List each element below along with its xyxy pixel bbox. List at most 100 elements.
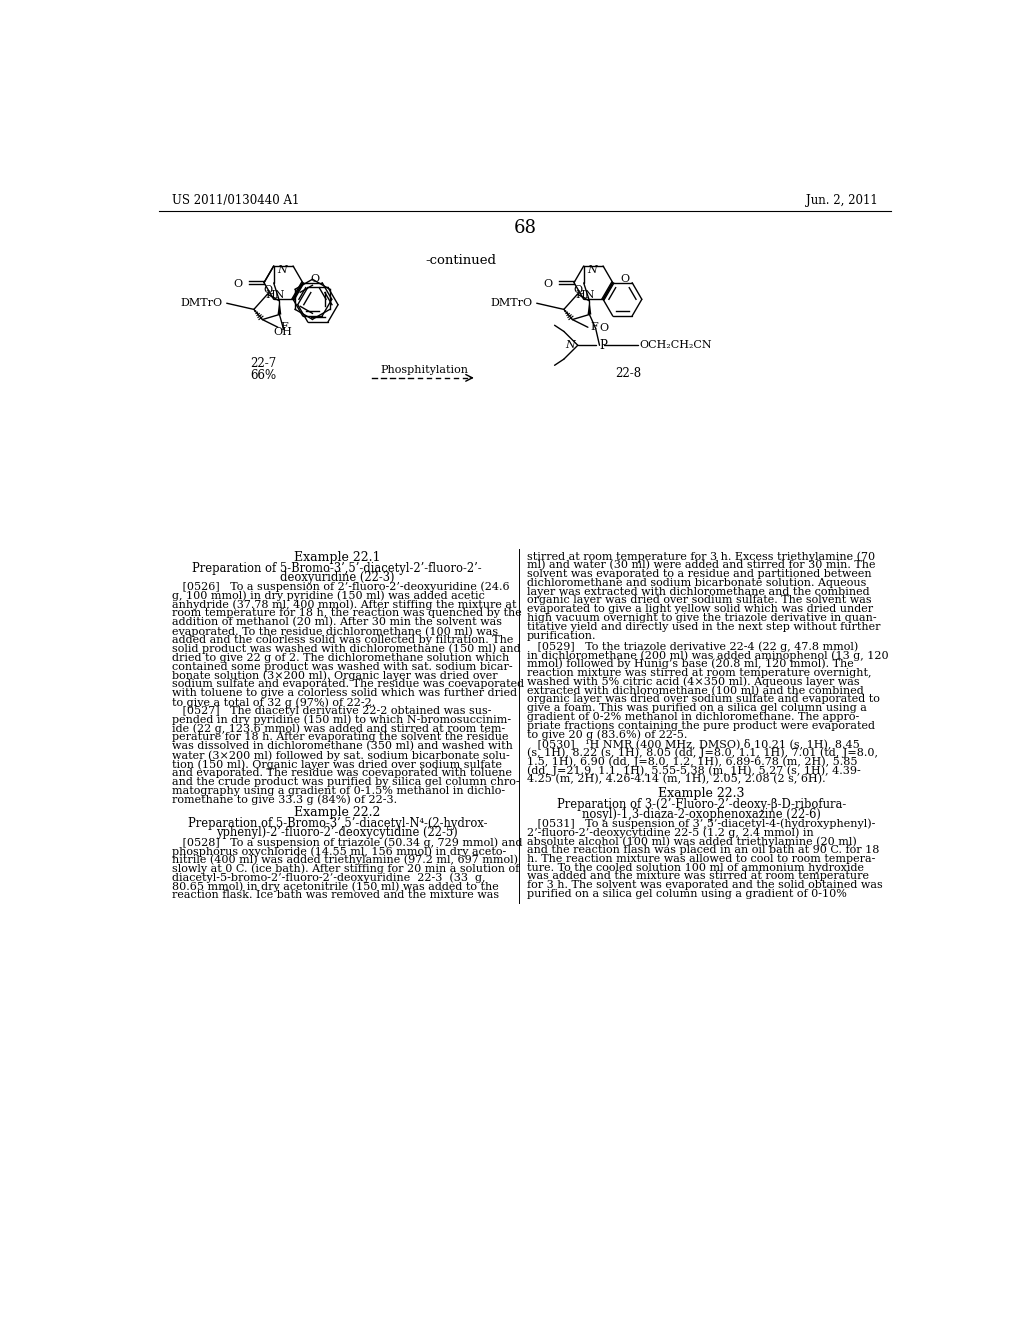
Text: O: O bbox=[263, 285, 272, 296]
Text: in dichloromethane (200 ml) was added aminophenol (13 g, 120: in dichloromethane (200 ml) was added am… bbox=[527, 649, 889, 660]
Text: organic layer was dried over sodium sulfate. The solvent was: organic layer was dried over sodium sulf… bbox=[527, 595, 871, 606]
Text: 4.25 (m, 2H), 4.26-4.14 (m, 1H), 2.05, 2.08 (2 s, 6H).: 4.25 (m, 2H), 4.26-4.14 (m, 1H), 2.05, 2… bbox=[527, 774, 825, 784]
Text: O: O bbox=[621, 273, 630, 284]
Text: Example 22.1: Example 22.1 bbox=[294, 552, 381, 564]
Text: diacetyl-5-bromo-2’-fluoro-2’-deoxyuridine  22-3  (33  g,: diacetyl-5-bromo-2’-fluoro-2’-deoxyuridi… bbox=[172, 873, 485, 883]
Text: room temperature for 18 h, the reaction was quenched by the: room temperature for 18 h, the reaction … bbox=[172, 609, 522, 619]
Text: [0526]   To a suspension of 2’-fluoro-2’-deoxyuridine (24.6: [0526] To a suspension of 2’-fluoro-2’-d… bbox=[172, 582, 510, 593]
Text: washed with 5% citric acid (4×350 ml). Aqueous layer was: washed with 5% citric acid (4×350 ml). A… bbox=[527, 677, 860, 688]
Text: dichloromethane and sodium bicarbonate solution. Aqueous: dichloromethane and sodium bicarbonate s… bbox=[527, 578, 866, 587]
Text: OCH₂CH₂CN: OCH₂CH₂CN bbox=[640, 341, 713, 350]
Text: perature for 18 h. After evaporating the solvent the residue: perature for 18 h. After evaporating the… bbox=[172, 733, 509, 742]
Text: reaction mixture was stirred at room temperature overnight,: reaction mixture was stirred at room tem… bbox=[527, 668, 871, 677]
Text: g, 100 mmol) in dry pyridine (150 ml) was added acetic: g, 100 mmol) in dry pyridine (150 ml) wa… bbox=[172, 591, 485, 602]
Text: HN: HN bbox=[575, 290, 595, 301]
Text: [0530]   ¹H NMR (400 MHz, DMSO) δ 10.21 (s, 1H), 8.45: [0530] ¹H NMR (400 MHz, DMSO) δ 10.21 (s… bbox=[527, 739, 860, 750]
Text: slowly at 0 C. (ice bath). After stiffing for 20 min a solution of: slowly at 0 C. (ice bath). After stiffin… bbox=[172, 863, 519, 874]
Text: 2’-fluoro-2’-deoxycytidine 22-5 (1.2 g, 2.4 mmol) in: 2’-fluoro-2’-deoxycytidine 22-5 (1.2 g, … bbox=[527, 828, 814, 838]
Text: phosphorus oxychloride (14.55 ml, 156 mmol) in dry aceto-: phosphorus oxychloride (14.55 ml, 156 mm… bbox=[172, 846, 507, 857]
Text: was added and the mixture was stirred at room temperature: was added and the mixture was stirred at… bbox=[527, 871, 869, 882]
Text: O: O bbox=[599, 323, 608, 334]
Text: for 3 h. The solvent was evaporated and the solid obtained was: for 3 h. The solvent was evaporated and … bbox=[527, 880, 883, 890]
Text: [0529]   To the triazole derivative 22-4 (22 g, 47.8 mmol): [0529] To the triazole derivative 22-4 (… bbox=[527, 642, 858, 652]
Text: purification.: purification. bbox=[527, 631, 597, 640]
Text: bonate solution (3×200 ml). Organic layer was dried over: bonate solution (3×200 ml). Organic laye… bbox=[172, 671, 498, 681]
Text: 22-7: 22-7 bbox=[251, 358, 276, 370]
Text: Phosphitylation: Phosphitylation bbox=[380, 366, 468, 375]
Text: extracted with dichloromethane (100 ml) and the combined: extracted with dichloromethane (100 ml) … bbox=[527, 685, 864, 696]
Text: ml) and water (30 ml) were added and stirred for 30 min. The: ml) and water (30 ml) were added and sti… bbox=[527, 560, 876, 570]
Text: was dissolved in dichloromethane (350 ml) and washed with: was dissolved in dichloromethane (350 ml… bbox=[172, 742, 513, 751]
Text: h. The reaction mixture was allowed to cool to room tempera-: h. The reaction mixture was allowed to c… bbox=[527, 854, 876, 863]
Text: N: N bbox=[278, 265, 288, 275]
Text: F: F bbox=[281, 322, 288, 333]
Text: F: F bbox=[590, 322, 598, 333]
Text: [0527]   The diacetyl derivative 22-2 obtained was sus-: [0527] The diacetyl derivative 22-2 obta… bbox=[172, 706, 492, 715]
Text: priate fractions containing the pure product were evaporated: priate fractions containing the pure pro… bbox=[527, 721, 876, 731]
Text: N: N bbox=[588, 265, 597, 275]
Text: N: N bbox=[565, 341, 574, 350]
Text: absolute alcohol (100 ml) was added triethylamine (20 ml): absolute alcohol (100 ml) was added trie… bbox=[527, 836, 857, 846]
Text: [0531]   To a suspension of 3’,5’-diacetyl-4-(hydroxyphenyl)-: [0531] To a suspension of 3’,5’-diacetyl… bbox=[527, 818, 876, 829]
Text: high vacuum overnight to give the triazole derivative in quan-: high vacuum overnight to give the triazo… bbox=[527, 612, 877, 623]
Text: layer was extracted with dichloromethane and the combined: layer was extracted with dichloromethane… bbox=[527, 586, 869, 597]
Text: Preparation of 3-(2’-Fluoro-2’-deoxy-β-D-ribofura-: Preparation of 3-(2’-Fluoro-2’-deoxy-β-D… bbox=[557, 799, 846, 812]
Text: organic layer was dried over sodium sulfate and evaporated to: organic layer was dried over sodium sulf… bbox=[527, 694, 880, 705]
Text: nitrile (400 ml) was added triethylamine (97.2 ml, 697 mmol): nitrile (400 ml) was added triethylamine… bbox=[172, 855, 518, 866]
Polygon shape bbox=[588, 301, 592, 314]
Text: and the reaction flash was placed in an oil bath at 90 C. for 18: and the reaction flash was placed in an … bbox=[527, 845, 880, 855]
Text: gradient of 0-2% methanol in dichloromethane. The appro-: gradient of 0-2% methanol in dichloromet… bbox=[527, 711, 859, 722]
Text: nosyl)-1,3-diaza-2-oxophenoxazine (22-6): nosyl)-1,3-diaza-2-oxophenoxazine (22-6) bbox=[582, 808, 821, 821]
Text: Preparation of 5-Bromo-3’,5’-diacetyl-N⁴-(2-hydrox-: Preparation of 5-Bromo-3’,5’-diacetyl-N⁴… bbox=[187, 817, 487, 830]
Text: tion (150 ml). Organic layer was dried over sodium sulfate: tion (150 ml). Organic layer was dried o… bbox=[172, 759, 502, 770]
Text: give a foam. This was purified on a silica gel column using a: give a foam. This was purified on a sili… bbox=[527, 704, 867, 713]
Text: addition of methanol (20 ml). After 30 min the solvent was: addition of methanol (20 ml). After 30 m… bbox=[172, 618, 502, 627]
Text: deoxyuridine (22-3): deoxyuridine (22-3) bbox=[280, 572, 394, 585]
Text: solvent was evaporated to a residue and partitioned between: solvent was evaporated to a residue and … bbox=[527, 569, 871, 578]
Text: O: O bbox=[233, 279, 243, 289]
Text: purified on a silica gel column using a gradient of 0-10%: purified on a silica gel column using a … bbox=[527, 890, 847, 899]
Text: DMTrO: DMTrO bbox=[490, 298, 532, 309]
Text: romethane to give 33.3 g (84%) of 22-3.: romethane to give 33.3 g (84%) of 22-3. bbox=[172, 795, 397, 805]
Text: added and the colorless solid was collected by filtration. The: added and the colorless solid was collec… bbox=[172, 635, 514, 645]
Text: [0528]   To a suspension of triazole (50.34 g, 729 mmol) and: [0528] To a suspension of triazole (50.3… bbox=[172, 837, 522, 847]
Text: 1.5, 1H), 6.90 (dd, J=8.0, 1.2, 1H), 6.89-6.78 (m, 2H), 5.85: 1.5, 1H), 6.90 (dd, J=8.0, 1.2, 1H), 6.8… bbox=[527, 756, 858, 767]
Text: dried to give 22 g of 2. The dichloromethane solution which: dried to give 22 g of 2. The dichloromet… bbox=[172, 653, 509, 663]
Text: titative yield and directly used in the next step without further: titative yield and directly used in the … bbox=[527, 622, 881, 632]
Text: O: O bbox=[543, 279, 552, 289]
Text: to give 20 g (83.6%) of 22-5.: to give 20 g (83.6%) of 22-5. bbox=[527, 730, 687, 741]
Text: sodium sulfate and evaporated. The residue was coevaporated: sodium sulfate and evaporated. The resid… bbox=[172, 680, 524, 689]
Text: P: P bbox=[599, 339, 607, 351]
Text: DMTrO: DMTrO bbox=[180, 298, 223, 309]
Text: mmol) followed by Hunig’s base (20.8 ml, 120 mmol). The: mmol) followed by Hunig’s base (20.8 ml,… bbox=[527, 659, 854, 669]
Text: -continued: -continued bbox=[426, 255, 497, 268]
Text: evaporated to give a light yellow solid which was dried under: evaporated to give a light yellow solid … bbox=[527, 605, 873, 614]
Text: Preparation of 5-Bromo-3’,5’-diacetyl-2’-fluoro-2’-: Preparation of 5-Bromo-3’,5’-diacetyl-2’… bbox=[193, 562, 482, 576]
Text: Jun. 2, 2011: Jun. 2, 2011 bbox=[806, 194, 878, 207]
Text: (s, 1H), 8.22 (s, 1H), 8.05 (dd, J=8.0, 1.1, 1H), 7.01 (td, J=8.0,: (s, 1H), 8.22 (s, 1H), 8.05 (dd, J=8.0, … bbox=[527, 747, 879, 758]
Text: 80.65 mmol) in dry acetonitrile (150 ml) was added to the: 80.65 mmol) in dry acetonitrile (150 ml)… bbox=[172, 882, 499, 892]
Text: evaporated. To the residue dichloromethane (100 ml) was: evaporated. To the residue dichlorometha… bbox=[172, 626, 499, 636]
Text: and evaporated. The residue was coevaporated with toluene: and evaporated. The residue was coevapor… bbox=[172, 768, 512, 777]
Text: yphenyl)-2’-fluoro-2’-deoxycytidine (22-5): yphenyl)-2’-fluoro-2’-deoxycytidine (22-… bbox=[216, 826, 458, 840]
Text: anhydride (37.78 ml, 400 mmol). After stiffing the mixture at: anhydride (37.78 ml, 400 mmol). After st… bbox=[172, 599, 517, 610]
Text: Example 22.3: Example 22.3 bbox=[658, 788, 744, 800]
Text: (dd, J=21.9, 1.1, 1H), 5.55-5.38 (m, 1H), 5.27 (s, 1H), 4.39-: (dd, J=21.9, 1.1, 1H), 5.55-5.38 (m, 1H)… bbox=[527, 766, 861, 776]
Text: OH: OH bbox=[273, 327, 293, 337]
Text: water (3×200 ml) followed by sat. sodium bicarbonate solu-: water (3×200 ml) followed by sat. sodium… bbox=[172, 750, 510, 760]
Text: 66%: 66% bbox=[251, 368, 276, 381]
Text: Example 22.2: Example 22.2 bbox=[294, 807, 381, 820]
Text: O: O bbox=[573, 285, 582, 296]
Text: solid product was washed with dichloromethane (150 ml) and: solid product was washed with dichlorome… bbox=[172, 644, 521, 655]
Text: stirred at room temperature for 3 h. Excess triethylamine (70: stirred at room temperature for 3 h. Exc… bbox=[527, 552, 876, 562]
Text: O: O bbox=[310, 273, 319, 284]
Text: pended in dry pyridine (150 ml) to which N-bromosuccinim-: pended in dry pyridine (150 ml) to which… bbox=[172, 714, 511, 725]
Text: HN: HN bbox=[266, 290, 286, 301]
Text: to give a total of 32 g (97%) of 22-2.: to give a total of 32 g (97%) of 22-2. bbox=[172, 697, 376, 708]
Polygon shape bbox=[278, 301, 282, 314]
Text: with toluene to give a colorless solid which was further dried: with toluene to give a colorless solid w… bbox=[172, 688, 517, 698]
Text: ture. To the cooled solution 100 ml of ammonium hydroxide: ture. To the cooled solution 100 ml of a… bbox=[527, 862, 864, 873]
Text: 68: 68 bbox=[513, 219, 537, 236]
Text: 22-8: 22-8 bbox=[614, 367, 641, 380]
Text: contained some product was washed with sat. sodium bicar-: contained some product was washed with s… bbox=[172, 661, 513, 672]
